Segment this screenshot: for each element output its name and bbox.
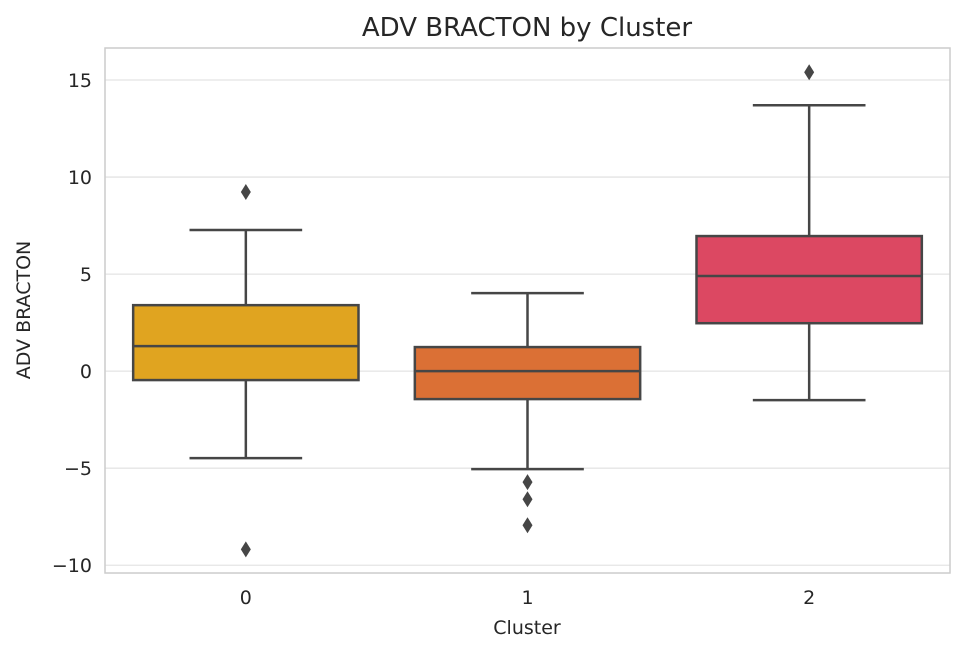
y-tick-label: 5 — [80, 264, 92, 286]
box-cluster-0 — [131, 184, 360, 558]
y-tick-label: 10 — [68, 167, 92, 189]
y-tick-label: −5 — [64, 458, 92, 480]
chart-title: ADV BRACTON by Cluster — [362, 13, 693, 43]
outlier-point — [522, 474, 533, 491]
outlier-point — [240, 541, 251, 558]
outlier-point — [522, 517, 533, 534]
x-tick-label: 1 — [521, 587, 533, 609]
iqr-box — [695, 234, 924, 325]
box-cluster-2 — [695, 64, 924, 402]
plot-frame — [104, 47, 951, 574]
y-tick-label: 15 — [68, 70, 92, 92]
outlier-point — [804, 64, 815, 81]
x-axis-label: Cluster — [493, 617, 561, 639]
y-axis-label: ADV BRACTON — [13, 241, 35, 380]
y-tick-label: −10 — [52, 555, 92, 577]
outlier-point — [522, 491, 533, 508]
iqr-box — [413, 345, 642, 401]
box-cluster-1 — [413, 291, 642, 534]
x-tick-label: 2 — [803, 587, 815, 609]
outlier-point — [240, 184, 251, 201]
y-tick-label: 0 — [80, 361, 92, 383]
x-tick-label: 0 — [240, 587, 252, 609]
iqr-box — [131, 303, 360, 382]
